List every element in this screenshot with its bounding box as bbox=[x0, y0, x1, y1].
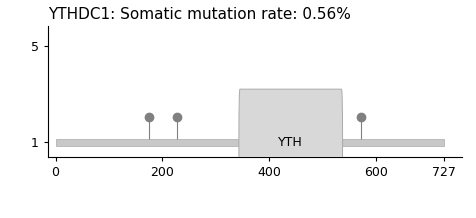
Text: YTHDC1: Somatic mutation rate: 0.56%: YTHDC1: Somatic mutation rate: 0.56% bbox=[48, 7, 350, 22]
FancyBboxPatch shape bbox=[239, 89, 343, 196]
Bar bbox=[56, 139, 444, 146]
Legend: Missense mutation: Missense mutation bbox=[88, 214, 262, 218]
Text: YTH: YTH bbox=[278, 136, 303, 149]
